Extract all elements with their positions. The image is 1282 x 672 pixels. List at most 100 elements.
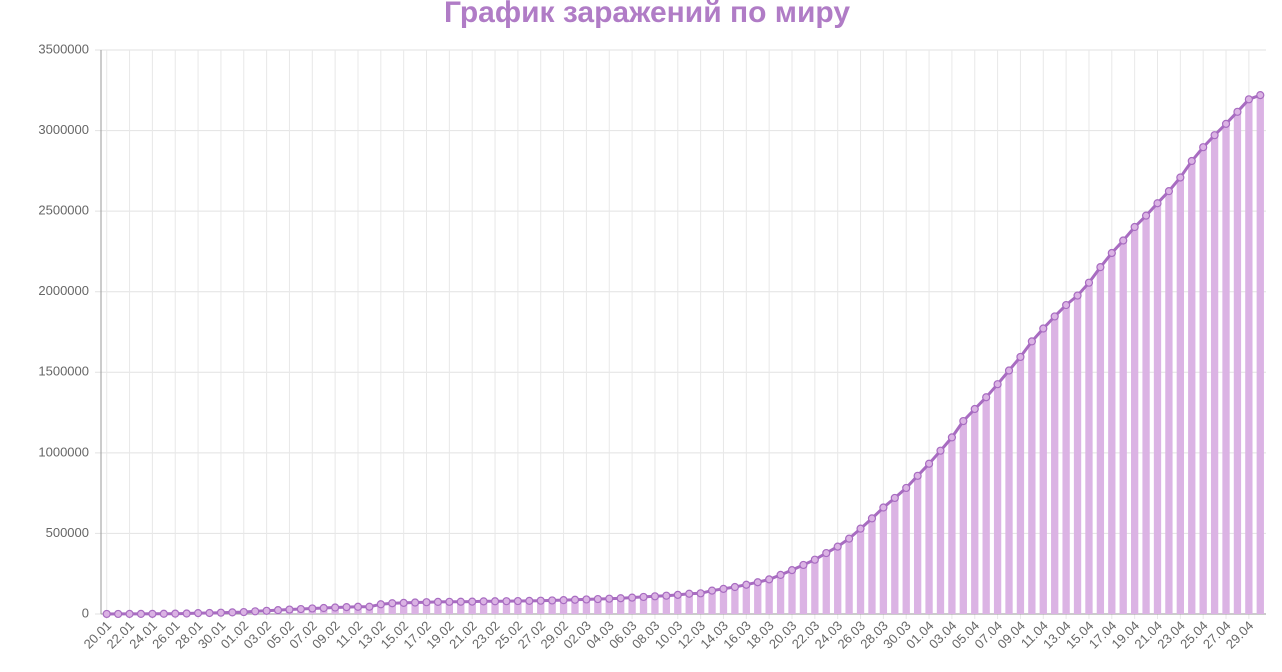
- point: [834, 543, 841, 550]
- bar: [868, 518, 875, 614]
- point: [937, 447, 944, 454]
- point: [926, 460, 933, 467]
- chart-title: График заражений по миру: [444, 0, 850, 29]
- point: [275, 607, 282, 614]
- point: [126, 610, 133, 617]
- bar: [1200, 147, 1207, 614]
- point: [811, 556, 818, 563]
- point: [983, 394, 990, 401]
- point: [1006, 367, 1013, 374]
- point: [514, 598, 521, 605]
- point: [149, 610, 156, 617]
- bar: [903, 488, 910, 614]
- point: [240, 609, 247, 616]
- point: [663, 592, 670, 599]
- y-tick-label: 1000000: [38, 444, 89, 459]
- bar: [1165, 191, 1172, 614]
- point: [526, 597, 533, 604]
- point: [720, 585, 727, 592]
- bar: [1131, 227, 1138, 614]
- point: [880, 504, 887, 511]
- point: [320, 605, 327, 612]
- point: [857, 525, 864, 532]
- bar: [1177, 177, 1184, 614]
- y-tick-label: 2000000: [38, 283, 89, 298]
- point: [766, 576, 773, 583]
- point: [1245, 96, 1252, 103]
- bar: [1234, 112, 1241, 614]
- bar: [880, 508, 887, 614]
- point: [1085, 279, 1092, 286]
- point: [1097, 264, 1104, 271]
- bar: [857, 529, 864, 614]
- point: [400, 599, 407, 606]
- bar: [1245, 99, 1252, 614]
- point: [457, 598, 464, 605]
- point: [229, 609, 236, 616]
- point: [560, 597, 567, 604]
- bar: [1062, 305, 1069, 614]
- point: [195, 610, 202, 617]
- point: [252, 608, 259, 615]
- bar: [925, 464, 932, 614]
- bar: [754, 582, 761, 614]
- bar: [845, 539, 852, 614]
- bar: [994, 384, 1001, 614]
- point: [1165, 188, 1172, 195]
- point: [183, 610, 190, 617]
- bar: [1005, 370, 1012, 614]
- point: [1074, 292, 1081, 299]
- point: [549, 597, 556, 604]
- bar: [1074, 296, 1081, 614]
- point: [1234, 108, 1241, 115]
- point: [172, 610, 179, 617]
- point: [571, 596, 578, 603]
- point: [343, 604, 350, 611]
- bar: [743, 585, 750, 614]
- bar: [1017, 357, 1024, 614]
- point: [960, 418, 967, 425]
- y-tick-label: 2500000: [38, 203, 89, 218]
- point: [206, 610, 213, 617]
- point: [160, 610, 167, 617]
- point: [1188, 157, 1195, 164]
- point: [446, 598, 453, 605]
- bar: [788, 570, 795, 614]
- point: [103, 610, 110, 617]
- y-tick-label: 3000000: [38, 122, 89, 137]
- bar: [823, 553, 830, 614]
- bar: [1097, 267, 1104, 614]
- point: [674, 591, 681, 598]
- bar: [1108, 253, 1115, 614]
- bar: [1188, 161, 1195, 614]
- point: [640, 593, 647, 600]
- point: [1223, 120, 1230, 127]
- point: [412, 599, 419, 606]
- point: [948, 434, 955, 441]
- point: [709, 587, 716, 594]
- bar: [766, 579, 773, 614]
- point: [1143, 212, 1150, 219]
- point: [309, 605, 316, 612]
- point: [354, 603, 361, 610]
- point: [1028, 338, 1035, 345]
- bar: [834, 547, 841, 614]
- y-tick-label: 500000: [46, 525, 89, 540]
- point: [1051, 313, 1058, 320]
- point: [1120, 237, 1127, 244]
- y-tick-label: 3500000: [38, 41, 89, 56]
- point: [1257, 92, 1264, 99]
- point: [743, 581, 750, 588]
- point: [286, 606, 293, 613]
- point: [503, 598, 510, 605]
- point: [377, 601, 384, 608]
- point: [846, 535, 853, 542]
- bar: [1051, 316, 1058, 614]
- point: [1154, 200, 1161, 207]
- point: [594, 596, 601, 603]
- bar: [1120, 241, 1127, 614]
- point: [366, 603, 373, 610]
- bar: [960, 421, 967, 614]
- point: [994, 381, 1001, 388]
- point: [823, 550, 830, 557]
